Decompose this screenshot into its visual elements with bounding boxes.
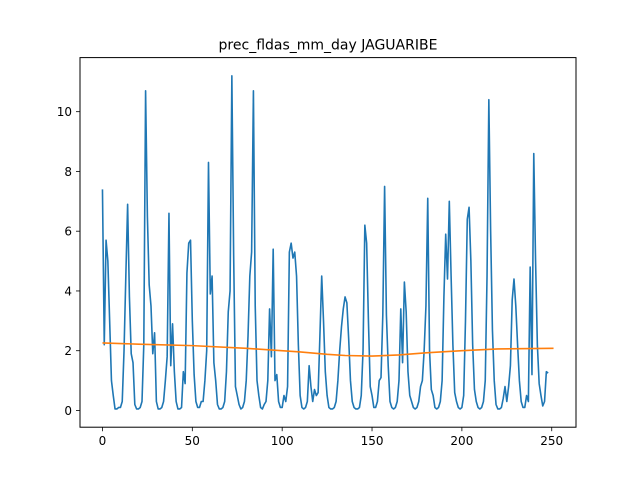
x-tick-label: 250 — [540, 434, 563, 448]
y-tick-label: 2 — [64, 344, 72, 358]
x-tick-label: 100 — [271, 434, 294, 448]
series-line-trend — [102, 342, 554, 357]
x-tick-label: 0 — [99, 434, 107, 448]
y-tick-label: 4 — [64, 284, 72, 298]
x-tick-label: 200 — [450, 434, 473, 448]
y-tick-label: 10 — [57, 105, 72, 119]
x-tick-label: 50 — [185, 434, 200, 448]
y-tick-label: 0 — [64, 404, 72, 418]
plot-area — [101, 75, 554, 410]
chart-title: prec_fldas_mm_day JAGUARIBE — [219, 38, 438, 54]
series-line-precipitation — [101, 75, 549, 410]
x-tick-label: 150 — [361, 434, 384, 448]
y-tick-label: 8 — [64, 165, 72, 179]
y-axis: 0 2 4 6 8 10 — [57, 105, 80, 418]
axes-frame — [79, 57, 577, 428]
x-axis: 0 50 100 150 200 250 — [99, 427, 563, 448]
y-tick-label: 6 — [64, 225, 72, 239]
